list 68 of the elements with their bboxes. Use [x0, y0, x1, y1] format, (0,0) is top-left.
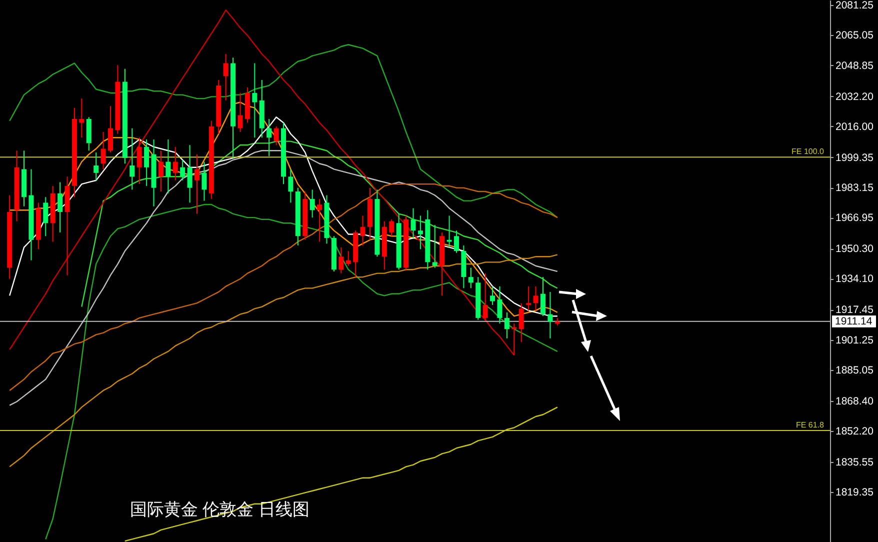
- ref-line-label: FE 61.8: [796, 420, 825, 430]
- line-series: [9, 9, 515, 356]
- y-tick-label: 1966.95: [836, 212, 874, 224]
- y-tick-label: 1819.35: [836, 486, 874, 499]
- y-tick-label: 2081.25: [836, 0, 874, 12]
- candlestick: [490, 286, 496, 306]
- y-tick-label: 1950.30: [836, 243, 874, 256]
- candlestick: [432, 224, 438, 268]
- candlestick: [288, 168, 294, 204]
- line-series: [45, 204, 558, 540]
- candlestick: [504, 312, 510, 339]
- y-tick-label: 1885.05: [836, 364, 874, 376]
- candlestick: [43, 196, 48, 237]
- candlestick: [172, 146, 178, 181]
- candlestick: [79, 98, 84, 138]
- candlestick: [454, 230, 459, 254]
- y-tick-label: 2048.85: [836, 60, 874, 72]
- y-tick-label: 1983.15: [836, 182, 874, 194]
- y-tick-label: 1917.45: [836, 304, 874, 316]
- candlestick: [338, 246, 344, 274]
- y-tick-label: 2016.00: [836, 120, 874, 133]
- ref-line-label: 1911.14: [835, 315, 872, 328]
- candlestick: [389, 218, 394, 237]
- candlestick: [238, 92, 243, 133]
- y-tick-label: 2065.05: [836, 30, 874, 42]
- candlestick: [468, 267, 474, 289]
- candlestick: [482, 272, 488, 320]
- candlestick: [223, 53, 228, 101]
- candlestick: [548, 291, 553, 339]
- y-tick-label: 1835.55: [836, 456, 874, 468]
- candlestick: [410, 208, 416, 238]
- candlestick: [187, 144, 192, 204]
- y-tick-label: 1868.40: [836, 395, 874, 408]
- line-series: [9, 254, 558, 468]
- candlestick: [108, 105, 114, 153]
- candlestick: [346, 250, 351, 266]
- candlestick: [252, 62, 258, 138]
- candlestick: [136, 137, 142, 185]
- candlestick: [317, 198, 322, 242]
- candlestick: [144, 138, 150, 186]
- candlestick: [180, 159, 186, 181]
- candlestick: [158, 150, 164, 192]
- y-tick-label: 2032.20: [836, 90, 874, 103]
- candlestick: [360, 215, 366, 246]
- candlestick: [540, 276, 546, 317]
- candlestick: [310, 189, 315, 218]
- candlestick: [274, 126, 279, 146]
- ref-line-label: FE 100.0: [792, 147, 825, 156]
- candlestick: [418, 215, 423, 250]
- candlestick: [58, 182, 63, 233]
- y-tick-label: 1901.25: [836, 334, 874, 346]
- candlestick: [130, 128, 135, 190]
- candlestick: [518, 302, 524, 343]
- candlestick: [100, 132, 106, 170]
- candlestick: [202, 161, 207, 202]
- y-tick-label: 1999.35: [836, 152, 874, 164]
- candlestick: [266, 118, 272, 157]
- line-series: [9, 183, 558, 392]
- candlestick: [533, 286, 538, 312]
- line-series: [9, 44, 558, 218]
- candlestick: [497, 286, 502, 324]
- y-tick-label: 1852.20: [836, 425, 874, 438]
- y-tick-label: 1934.10: [836, 273, 874, 286]
- candlestick: [526, 286, 532, 312]
- candlestick: [94, 152, 99, 181]
- candlestick: [512, 323, 517, 356]
- candlestick: [194, 154, 200, 214]
- candlestick: [166, 138, 171, 194]
